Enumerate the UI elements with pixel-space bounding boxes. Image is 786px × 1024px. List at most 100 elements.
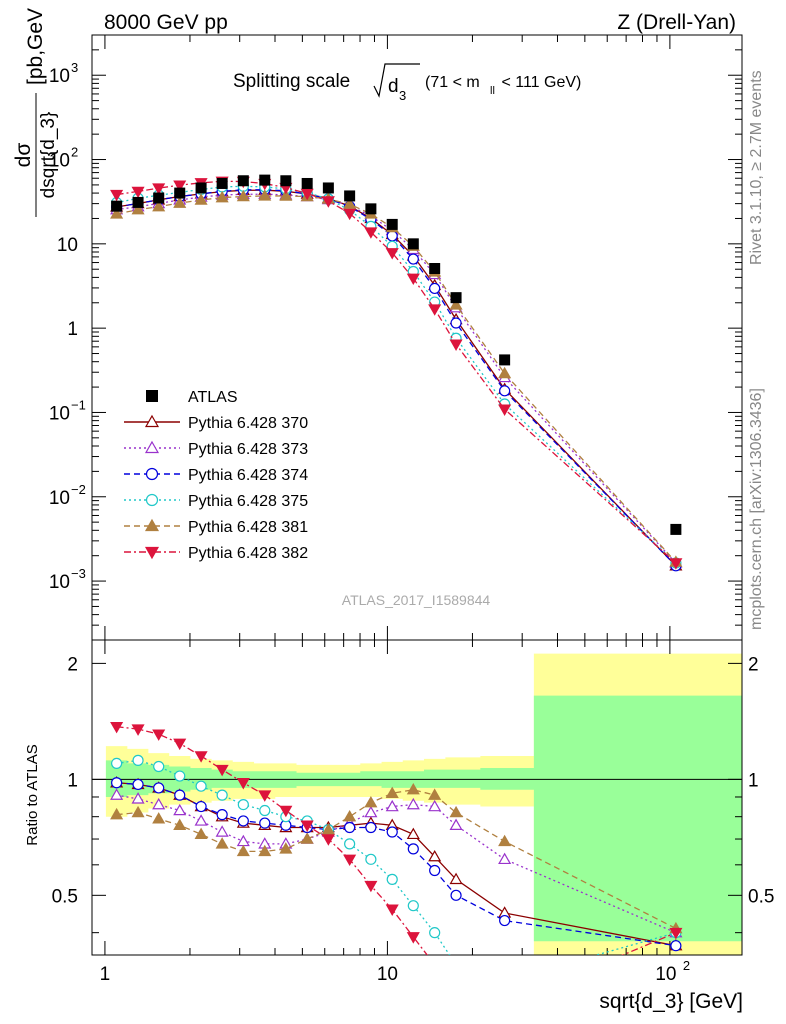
atlas-point (429, 262, 441, 274)
ratio-point (300, 820, 314, 832)
ratio-series-layer (110, 721, 683, 971)
legend-label: Pythia 6.428 374 (188, 467, 308, 484)
atlas-point (153, 192, 165, 204)
series-point (429, 282, 441, 295)
atlas-point (259, 174, 271, 186)
legend-entry: Pythia 6.428 382 (124, 545, 308, 562)
series-point (499, 385, 511, 397)
ratio-point (258, 790, 272, 802)
ratio-point (174, 789, 186, 801)
ratio-point (111, 777, 123, 789)
ratio-y-axis-label: Ratio to ATLAS (24, 744, 41, 845)
atlas-point (386, 218, 398, 230)
ratio-y-tick-label: 2 (67, 654, 78, 675)
ratio-point (428, 849, 442, 862)
series-point (386, 230, 398, 242)
main-y-tick-label-exponent: −3 (71, 566, 86, 581)
x-tick-label: 1 (100, 964, 111, 985)
ratio-point (131, 724, 145, 736)
main-y-tick-label-exponent: 3 (71, 60, 78, 75)
svg-text:dsqrt{d_3}: dsqrt{d_3} (38, 112, 59, 199)
ratio-point (259, 817, 271, 829)
ratio-point (279, 805, 293, 818)
legend-entry: Pythia 6.428 381 (124, 518, 308, 536)
series-point (321, 196, 335, 208)
ratio-y-tick-label-right: 2 (748, 654, 759, 675)
series-point (407, 253, 419, 265)
atlas-point (322, 182, 334, 194)
title-cut-end: < 111 GeV) (497, 74, 581, 91)
atlas-point (301, 177, 313, 189)
sqrt-sign (373, 63, 420, 98)
series-point (131, 202, 145, 215)
main-y-tick-label: 10 (57, 235, 78, 256)
ylabel-unit: [pb,GeV (24, 8, 47, 85)
series-point (406, 273, 420, 286)
ratio-point (194, 827, 208, 840)
x-axis-label: sqrt{d_3} [GeV] (599, 990, 743, 1013)
ratio-y-tick-label: 0.5 (52, 886, 78, 907)
svg-text:< 111 GeV): < 111 GeV) (497, 74, 581, 91)
atlas-point (174, 187, 186, 199)
ratio-point (364, 880, 378, 893)
atlas-point (280, 175, 292, 187)
ratio-point (365, 853, 377, 865)
ratio-point (429, 864, 441, 877)
ratio-point (216, 789, 228, 801)
ratio-point (498, 834, 512, 847)
ratio-point (365, 821, 377, 834)
series-point (669, 558, 683, 570)
main-series-layer (110, 174, 683, 572)
ratio-point (258, 844, 272, 857)
legend-marker (144, 518, 160, 532)
ratio-point (364, 805, 378, 818)
legend: ATLAS Pythia 6.428 370 Pythia 6.428 373 Pyt… (124, 389, 308, 562)
ratio-y-tick-label: 1 (67, 770, 78, 791)
series-point (236, 189, 250, 202)
ratio-point (406, 827, 420, 840)
ratio-point (429, 961, 440, 971)
main-title: Splitting scale d 3 (71 < m ll < 111 GeV… (233, 63, 581, 103)
atlas-point (670, 523, 682, 535)
ratio-point (406, 932, 420, 944)
atlas-point (450, 292, 462, 304)
main-y-tick-label-exponent: −1 (71, 397, 86, 412)
ratio-point (406, 797, 420, 810)
legend-label: Pythia 6.428 373 (188, 441, 308, 458)
rivet-label: Rivet 3.1.10, ≥ 2.7M events (748, 70, 765, 265)
title-cut: (71 < m (425, 74, 480, 91)
header-right-label: Z (Drell-Yan) (617, 11, 736, 34)
legend-label: Pythia 6.428 370 (188, 415, 308, 432)
ratio-point (215, 837, 229, 849)
ratio-frame (91, 639, 743, 956)
ratio-point (215, 764, 229, 777)
ratio-point (153, 760, 165, 773)
ratio-band-green (105, 695, 743, 942)
main-y-tick-label-exponent: 2 (71, 145, 78, 160)
main-y-tick-label: 10 (49, 572, 70, 593)
ratio-point (152, 812, 166, 824)
series-point (110, 189, 124, 202)
ratio-point (343, 854, 357, 867)
ratio-point (216, 809, 228, 821)
title-sub: 3 (399, 88, 406, 103)
main-y-tick-label-exponent: −2 (71, 482, 86, 497)
legend-marker (146, 390, 158, 402)
series-point (449, 339, 463, 351)
svg-text:(71 < m: (71 < m (425, 74, 480, 91)
title-prefix: Splitting scale (233, 71, 350, 92)
ratio-point (110, 721, 124, 734)
series-point (428, 304, 442, 316)
ratio-point (237, 798, 249, 811)
header-left-label: 8000 GeV pp (104, 11, 228, 34)
ratio-point (449, 872, 463, 885)
mcplots-label: mcplots.cern.ch [arXiv:1306.3436] (748, 388, 765, 630)
atlas-point (365, 203, 377, 215)
atlas-point (344, 190, 356, 202)
main-y-axis-label: dσ dsqrt{d_3} [pb,GeV -1 ] (12, 8, 59, 217)
ratio-point (451, 960, 461, 970)
svg-text:3: 3 (399, 88, 406, 103)
series-point (343, 197, 357, 209)
series-point (279, 189, 293, 201)
